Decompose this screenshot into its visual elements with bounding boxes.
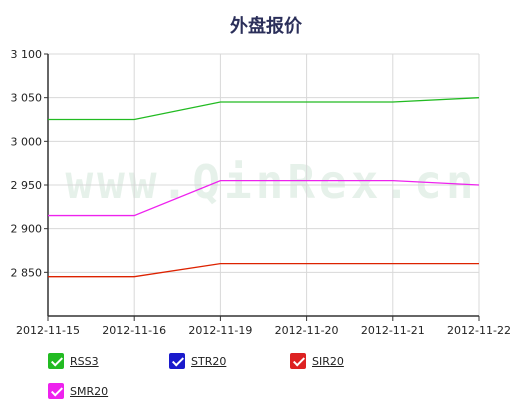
y-tick-label: 2 900 [11,223,43,236]
watermark-text: www.QinRex.cn [65,155,477,209]
legend-item-smr20[interactable]: SMR20 [48,383,108,399]
legend-item-rss3[interactable]: RSS3 [48,353,99,369]
x-tick-label: 2012-11-22 [447,324,511,337]
legend-label[interactable]: RSS3 [70,354,99,368]
checkbox-checked-icon[interactable] [48,353,64,369]
x-tick-label: 2012-11-20 [275,324,339,337]
x-tick-label: 2012-11-15 [16,324,80,337]
checkbox-checked-icon[interactable] [169,353,185,369]
y-tick-label: 3 000 [11,135,43,148]
legend-label[interactable]: STR20 [191,354,227,368]
y-tick-label: 3 100 [11,48,43,61]
checkbox-checked-icon[interactable] [290,353,306,369]
chart-title: 外盘报价 [230,16,302,37]
series-line-smr20 [48,179,480,217]
legend-item-sir20[interactable]: SIR20 [290,353,344,369]
x-tick-label: 2012-11-21 [361,324,425,337]
y-tick-label: 3 050 [11,92,43,105]
legend-item-str20[interactable]: STR20 [169,353,226,369]
y-tick-label: 2 950 [11,179,43,192]
legend-label[interactable]: SMR20 [70,384,109,398]
series-line-rss3 [48,97,480,121]
x-tick-label: 2012-11-16 [102,324,166,337]
legend-label[interactable]: SIR20 [312,354,344,368]
series-line-sir20 [48,262,479,278]
checkbox-checked-icon[interactable] [48,383,64,399]
x-tick-label: 2012-11-19 [188,324,252,337]
y-tick-label: 2 850 [11,266,43,279]
